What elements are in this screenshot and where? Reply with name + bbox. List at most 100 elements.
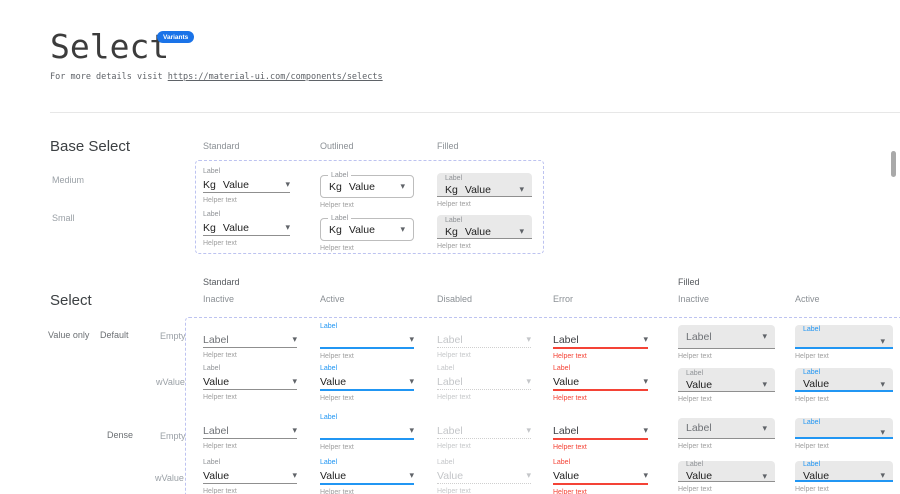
material-ui-link[interactable]: https://material-ui.com/components/selec… [167,72,383,82]
helper-text: Helper text [320,395,354,402]
select-label: Label [437,459,455,466]
select-value: Value [464,183,491,196]
scrollbar-thumb[interactable] [891,151,896,177]
kg-adornment: Kg [329,223,342,236]
dropdown-arrow-icon: ▾ [880,335,885,346]
kg-adornment: Kg [329,180,342,193]
select-field[interactable]: Label ▾ [678,325,775,349]
select-std-disabled-empty: Label ▾ Helper text [437,322,531,359]
select-field[interactable]: Value ▾ [320,468,414,485]
dropdown-arrow-icon: ▾ [409,376,414,386]
dropdown-arrow-icon: ▾ [880,378,885,389]
dropdown-arrow-icon: ▾ [762,379,767,389]
select-value: Value [803,378,830,390]
dropdown-arrow-icon: ▾ [880,427,885,437]
row-value-only: Value only [48,330,90,340]
dropdown-arrow-icon: ▾ [285,222,290,232]
base-filled-medium-select[interactable]: Label Kg Value ▾ [437,173,532,197]
select-dense-std-disabled-wvalue: Label Value ▾ Helper text [437,458,531,494]
select-label: Label [437,365,455,372]
dropdown-arrow-icon: ▾ [285,179,290,189]
select-label-slot [553,322,648,332]
dropdown-arrow-icon: ▾ [643,334,648,344]
base-outlined-medium-select[interactable]: Label Kg Value ▾ [320,171,414,198]
helper-text: Helper text [553,489,587,494]
select-field[interactable]: Value ▾ [203,468,297,484]
base-col-outlined: Outlined [320,141,354,151]
base-filled-small: Label Kg Value ▾ Helper text [437,215,532,250]
helper-text: Helper text [437,243,471,250]
select-field[interactable]: ▾ [320,423,414,440]
select-field[interactable]: Label Value ▾ [678,368,775,392]
select-label: Label [445,174,463,182]
select-field[interactable]: Value ▾ [203,374,297,390]
select-field[interactable]: Value ▾ [553,468,648,485]
select-label: Label [328,171,352,181]
select-field[interactable]: Label ▾ [553,423,648,440]
select-field[interactable]: Value ▾ [320,374,414,391]
select-label: Label [203,459,221,466]
dropdown-arrow-icon: ▾ [400,181,405,191]
select-field[interactable]: Label ▾ [437,423,531,439]
select-field[interactable]: Label Value ▾ [678,461,775,482]
col-filled-inactive: Inactive [678,294,710,304]
select-dense-std-disabled-empty: Label ▾ Helper text [437,413,531,450]
select-label: Label [553,365,571,372]
base-standard-medium-select[interactable]: Kg Value ▾ [203,177,290,193]
select-field[interactable]: Label ▾ [553,332,648,349]
select-value: Value [686,378,713,391]
select-label: Label [203,168,221,175]
dropdown-arrow-icon: ▾ [643,425,648,435]
select-field[interactable]: Label Value ▾ [795,461,893,482]
select-field[interactable]: Label ▾ [795,325,893,349]
select-field[interactable]: ▾ [320,332,414,349]
base-standard-small-select[interactable]: Kg Value ▾ [203,220,290,236]
select-value: Value [203,469,230,482]
select-std-active-empty: Label ▾ Helper text [320,322,414,360]
select-field[interactable]: Label ▾ [203,332,297,348]
dropdown-arrow-icon: ▾ [880,470,885,480]
select-std-error-wvalue: Label Value ▾ Helper text [553,364,648,402]
select-label: Label [686,369,704,377]
select-field[interactable]: Label ▾ [437,374,531,390]
select-value: Value [348,223,375,236]
base-outlined-small-select[interactable]: Label Kg Value ▾ [320,214,414,241]
select-field[interactable]: Label ▾ [795,418,893,439]
select-value: Value [437,469,464,482]
dropdown-arrow-icon: ▾ [409,334,414,344]
col-filled-active: Active [795,294,820,304]
helper-text: Helper text [203,394,237,401]
select-dense-filled-active-empty: Label ▾ Helper text [795,418,893,450]
variants-badge: Variants [157,31,195,43]
select-std-inactive-empty: Label ▾ Helper text [203,322,297,359]
select-field[interactable]: Label ▾ [678,418,775,439]
select-label: Label [803,419,821,426]
select-std-active-wvalue: Label Value ▾ Helper text [320,364,414,402]
row-dense-wvalue: wValue [155,473,184,483]
select-placeholder: Label [437,333,463,346]
select-label-slot [203,413,297,423]
select-label: Label [803,369,821,376]
select-value: Value [203,375,230,388]
helper-text: Helper text [203,197,237,204]
base-outlined-small: Label Kg Value ▾ Helper text [320,214,414,252]
select-value: Value [553,375,580,388]
row-default: Default [100,330,129,340]
select-dense-std-active-wvalue: Label Value ▾ Helper text [320,458,414,494]
select-field[interactable]: Label Value ▾ [795,368,893,392]
select-field[interactable]: Value ▾ [437,468,531,484]
base-filled-small-select[interactable]: Label Kg Value ▾ [437,215,532,239]
select-field[interactable]: Label ▾ [437,332,531,348]
section-divider [50,112,900,113]
select-label-slot [437,322,531,332]
select-field[interactable]: Label ▾ [203,423,297,439]
select-value: Label [437,375,463,388]
select-label: Label [320,459,338,466]
helper-text: Helper text [203,352,237,359]
dropdown-arrow-icon: ▾ [519,184,524,194]
select-dense-std-inactive-wvalue: Label Value ▾ Helper text [203,458,297,494]
select-std-disabled-wvalue: Label Label ▾ Helper text [437,364,531,401]
select-frame [185,317,900,494]
select-field[interactable]: Value ▾ [553,374,648,391]
